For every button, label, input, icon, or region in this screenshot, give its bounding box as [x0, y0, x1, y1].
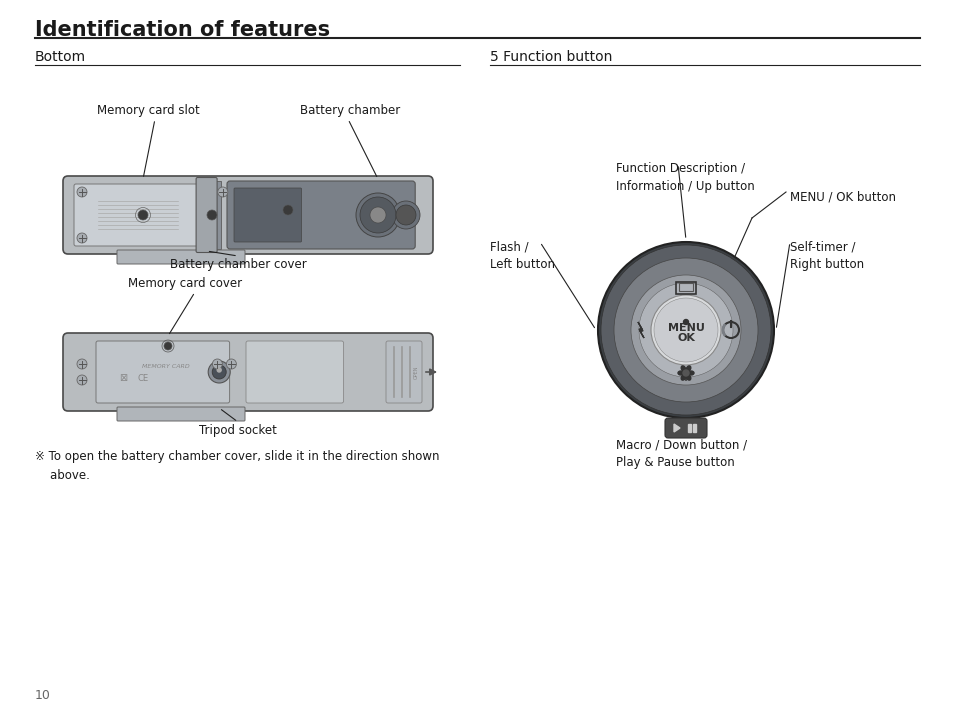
Ellipse shape — [678, 371, 683, 375]
Text: Flash /
Left button: Flash / Left button — [490, 240, 555, 271]
Ellipse shape — [680, 366, 685, 372]
Text: Battery chamber cover: Battery chamber cover — [170, 258, 306, 271]
Text: Tripod socket: Tripod socket — [199, 424, 276, 437]
Text: Memory card cover: Memory card cover — [128, 277, 242, 290]
Text: CE: CE — [137, 374, 149, 382]
Circle shape — [208, 361, 230, 383]
Circle shape — [207, 210, 216, 220]
FancyBboxPatch shape — [96, 341, 230, 403]
FancyBboxPatch shape — [63, 176, 433, 254]
Bar — [687, 424, 690, 432]
FancyBboxPatch shape — [227, 181, 415, 249]
Circle shape — [217, 187, 228, 197]
Circle shape — [650, 295, 720, 365]
Circle shape — [682, 320, 688, 325]
Circle shape — [598, 242, 773, 418]
Text: Function Description /
Information / Up button: Function Description / Information / Up … — [616, 162, 754, 193]
FancyBboxPatch shape — [233, 188, 301, 242]
Circle shape — [77, 187, 87, 197]
Bar — [679, 283, 692, 291]
Bar — [692, 424, 696, 432]
Text: 5 Function button: 5 Function button — [490, 50, 612, 64]
FancyBboxPatch shape — [74, 184, 211, 246]
Text: Macro / Down button /
Play & Pause button: Macro / Down button / Play & Pause butto… — [616, 438, 746, 469]
Text: Self-timer /
Right button: Self-timer / Right button — [789, 240, 863, 271]
Circle shape — [283, 205, 293, 215]
Polygon shape — [673, 424, 679, 432]
Circle shape — [370, 207, 386, 223]
Circle shape — [359, 197, 395, 233]
FancyBboxPatch shape — [386, 341, 421, 403]
Circle shape — [639, 283, 732, 377]
Text: OK: OK — [677, 333, 694, 343]
Circle shape — [77, 359, 87, 369]
FancyBboxPatch shape — [117, 250, 245, 264]
Circle shape — [395, 205, 416, 225]
Circle shape — [392, 201, 419, 229]
Text: MENU: MENU — [667, 323, 703, 333]
Ellipse shape — [685, 366, 690, 372]
Ellipse shape — [680, 374, 685, 380]
Text: MEMORY CARD: MEMORY CARD — [142, 364, 190, 369]
Circle shape — [217, 368, 221, 372]
Ellipse shape — [687, 371, 693, 375]
Ellipse shape — [685, 374, 690, 380]
FancyBboxPatch shape — [117, 407, 245, 421]
Circle shape — [213, 359, 222, 369]
Text: 10: 10 — [35, 689, 51, 702]
Bar — [203, 181, 221, 249]
Circle shape — [654, 298, 718, 362]
FancyBboxPatch shape — [196, 178, 217, 253]
Text: Battery chamber: Battery chamber — [299, 104, 399, 117]
Text: Identification of features: Identification of features — [35, 20, 330, 40]
Text: ⊠: ⊠ — [119, 373, 127, 383]
Circle shape — [682, 370, 688, 376]
Text: MENU / OK button: MENU / OK button — [789, 190, 895, 203]
Circle shape — [630, 275, 740, 385]
FancyBboxPatch shape — [664, 418, 706, 438]
Circle shape — [77, 375, 87, 385]
Circle shape — [77, 233, 87, 243]
Circle shape — [355, 193, 399, 237]
Text: OPEN: OPEN — [413, 365, 418, 379]
Text: Bottom: Bottom — [35, 50, 86, 64]
Text: ※ To open the battery chamber cover, slide it in the direction shown
    above.: ※ To open the battery chamber cover, sli… — [35, 450, 439, 482]
Bar — [676, 282, 696, 294]
FancyBboxPatch shape — [246, 341, 343, 403]
Circle shape — [614, 258, 758, 402]
Circle shape — [164, 342, 172, 350]
Circle shape — [138, 210, 148, 220]
Circle shape — [226, 359, 236, 369]
Circle shape — [212, 365, 226, 379]
FancyBboxPatch shape — [63, 333, 433, 411]
Text: Memory card slot: Memory card slot — [96, 104, 199, 117]
Polygon shape — [638, 322, 643, 338]
Circle shape — [600, 245, 770, 415]
